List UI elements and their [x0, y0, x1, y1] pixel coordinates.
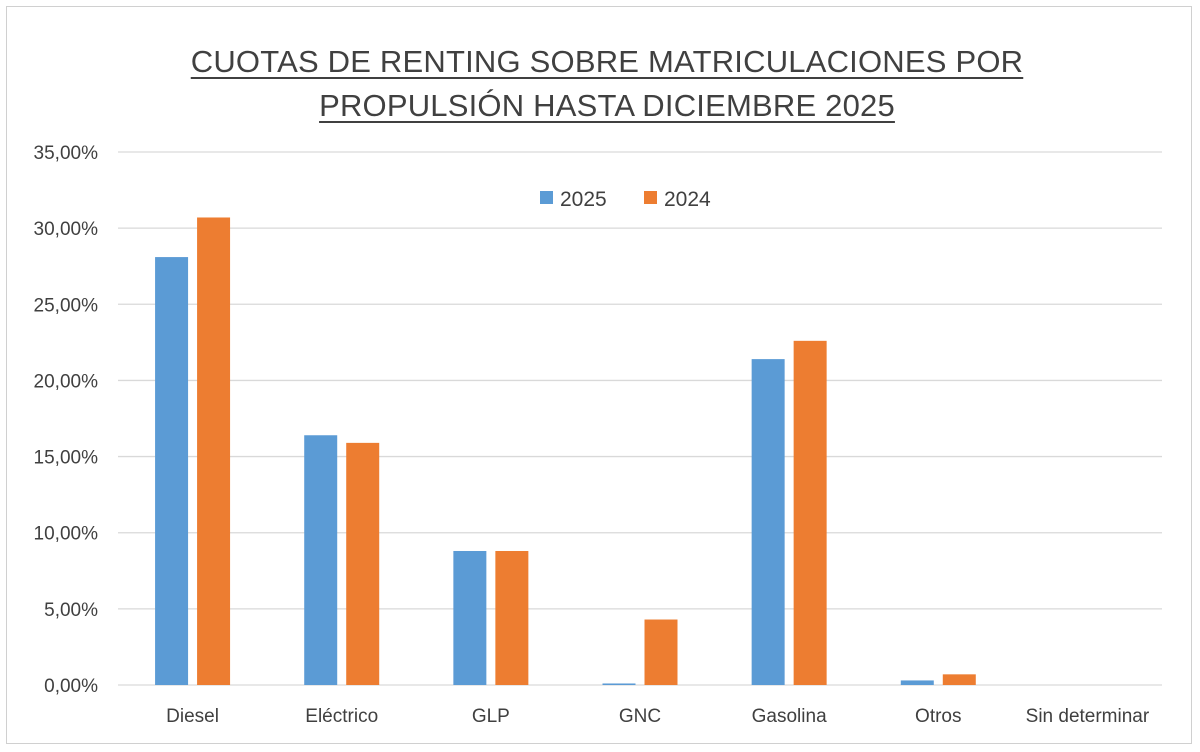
x-axis-categories: Diesel Eléctrico GLP GNC Gasolina Otros Sin de…: [166, 706, 1150, 727]
y-tick-label: 0,00%: [44, 676, 98, 697]
bar-2025-eléctrico: [304, 435, 338, 685]
bar-2024-diesel: [197, 217, 231, 686]
bar-2024-glp: [495, 550, 529, 685]
bar-2025-glp: [453, 550, 487, 685]
y-tick-label: 15,00%: [34, 448, 99, 469]
x-category-label: Diesel: [166, 706, 219, 727]
bar-2025-otros: [900, 680, 934, 685]
x-category-label: GLP: [472, 706, 510, 727]
y-axis-ticks: 0,00% 5,00% 10,00% 15,00% 20,00% 25,00% 30,00%…: [34, 143, 99, 697]
bar-2025-gnc: [602, 683, 636, 685]
legend-swatch-2024: [644, 191, 657, 204]
bar-2024-otros: [942, 674, 976, 685]
y-tick-label: 35,00%: [34, 143, 99, 164]
y-tick-label: 10,00%: [34, 524, 99, 545]
y-tick-label: 5,00%: [44, 600, 98, 621]
x-category-label: Gasolina: [752, 706, 827, 727]
bar-2024-gnc: [644, 619, 678, 685]
bars: [155, 217, 976, 686]
x-category-label: Eléctrico: [305, 706, 378, 727]
legend-label-2025: 2025: [560, 188, 607, 211]
chart-title: CUOTAS DE RENTING SOBRE MATRICULACIONES …: [0, 40, 1200, 128]
bar-2024-eléctrico: [346, 442, 380, 685]
x-category-label: GNC: [619, 706, 661, 727]
x-category-label: Otros: [915, 706, 961, 727]
chart-title-line-2: PROPULSIÓN HASTA DICIEMBRE 2025: [319, 88, 895, 123]
bar-2025-gasolina: [751, 359, 785, 685]
y-tick-label: 20,00%: [34, 371, 99, 392]
gridlines: [118, 151, 1162, 686]
x-category-label: Sin determinar: [1026, 706, 1150, 727]
bar-2024-gasolina: [793, 340, 827, 685]
legend: 2025 2024: [540, 188, 711, 211]
y-tick-label: 25,00%: [34, 295, 99, 316]
legend-swatch-2025: [540, 191, 553, 204]
y-tick-label: 30,00%: [34, 219, 99, 240]
bar-2025-diesel: [155, 257, 189, 685]
chart-title-line-1: CUOTAS DE RENTING SOBRE MATRICULACIONES …: [190, 44, 1024, 79]
legend-label-2024: 2024: [664, 188, 711, 211]
